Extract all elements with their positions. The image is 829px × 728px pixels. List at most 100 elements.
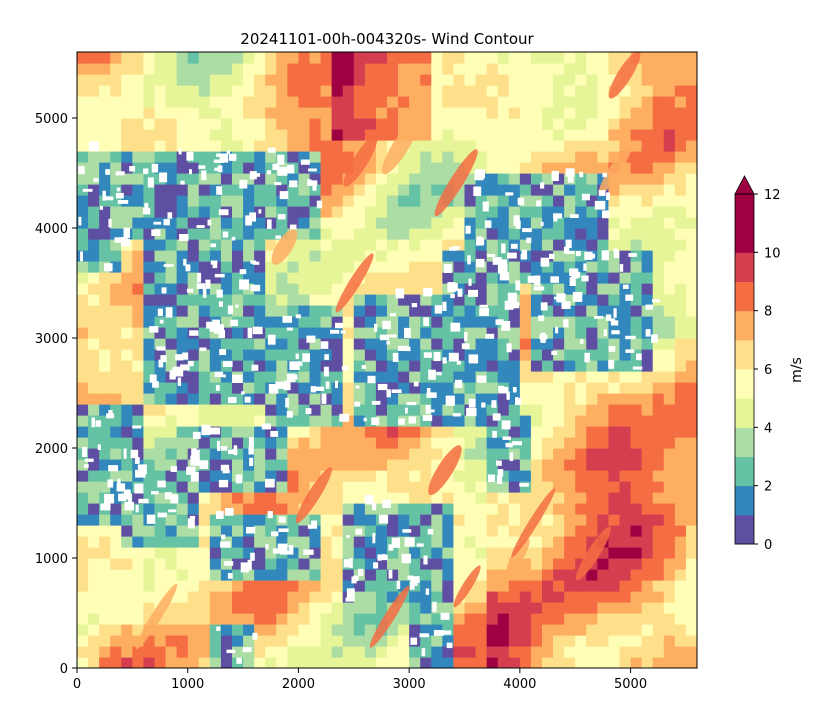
- contour-cell: [243, 96, 255, 108]
- contour-cell: [209, 459, 222, 471]
- building-footprint: [93, 178, 99, 182]
- contour-cell: [165, 162, 178, 174]
- contour-cell: [431, 63, 443, 75]
- contour-cell: [486, 613, 499, 625]
- contour-cell: [575, 459, 587, 471]
- contour-cell: [420, 525, 432, 537]
- contour-cell: [254, 613, 266, 625]
- contour-cell: [663, 547, 676, 559]
- contour-cell: [431, 250, 443, 262]
- contour-cell: [508, 63, 521, 75]
- contour-cell: [497, 206, 510, 218]
- contour-cell: [508, 107, 521, 119]
- contour-cell: [298, 525, 311, 537]
- contour-cell: [663, 250, 676, 262]
- contour-cell: [619, 349, 632, 361]
- contour-cell: [641, 283, 654, 295]
- contour-cell: [663, 525, 676, 537]
- contour-cell: [110, 569, 122, 581]
- contour-cell: [165, 635, 178, 647]
- contour-cell: [232, 52, 244, 64]
- contour-cell: [608, 657, 621, 668]
- contour-cell: [375, 613, 388, 625]
- contour-cell: [187, 646, 200, 658]
- contour-cell: [353, 206, 366, 218]
- contour-cell: [154, 261, 167, 273]
- building-footprint: [475, 258, 485, 268]
- contour-cell: [353, 228, 366, 240]
- contour-cell: [398, 228, 410, 240]
- high-speed-streak: [428, 445, 462, 496]
- building-footprint: [286, 373, 296, 383]
- contour-cell: [508, 305, 521, 317]
- contour-cell: [209, 613, 222, 625]
- contour-cell: [165, 602, 178, 614]
- colorbar-tick-label: 8: [764, 305, 772, 320]
- contour-cell: [542, 217, 554, 229]
- building-footprint: [501, 321, 511, 331]
- contour-cell: [663, 338, 676, 350]
- building-footprint: [496, 460, 502, 466]
- contour-cell: [586, 261, 598, 273]
- contour-cell: [519, 448, 532, 460]
- contour-cell: [375, 569, 388, 581]
- building-footprint: [190, 472, 199, 482]
- contour-cell: [630, 602, 643, 614]
- contour-cell: [143, 162, 156, 174]
- contour-cell: [132, 613, 145, 625]
- building-footprint: [239, 269, 247, 275]
- contour-cell: [209, 250, 222, 262]
- contour-cell: [176, 107, 189, 119]
- building-footprint: [222, 231, 229, 238]
- contour-cell: [276, 195, 288, 207]
- contour-cell: [176, 283, 189, 295]
- contour-cell: [88, 591, 100, 603]
- contour-cell: [398, 74, 410, 86]
- contour-cell: [652, 613, 665, 625]
- contour-cell: [77, 393, 89, 405]
- contour-cell: [353, 283, 366, 295]
- contour-cell: [597, 393, 610, 405]
- contour-cell: [553, 140, 565, 152]
- contour-cell: [143, 371, 156, 383]
- building-footprint: [442, 630, 452, 635]
- building-footprint: [475, 169, 485, 179]
- building-footprint: [410, 637, 418, 645]
- contour-cell: [464, 305, 477, 317]
- contour-cell: [674, 129, 687, 141]
- contour-cell: [442, 371, 455, 383]
- contour-cell: [254, 173, 266, 185]
- contour-cell: [542, 503, 554, 515]
- contour-cell: [353, 96, 366, 108]
- building-footprint: [567, 174, 574, 183]
- contour-cell: [619, 371, 632, 383]
- contour-cell: [342, 514, 355, 526]
- contour-cell: [298, 261, 311, 273]
- contour-cell: [331, 217, 344, 229]
- contour-cell: [187, 624, 200, 636]
- contour-cell: [542, 261, 554, 273]
- contour-cell: [187, 657, 200, 668]
- building-footprint: [496, 475, 503, 484]
- contour-cell: [132, 206, 145, 218]
- building-footprint: [108, 218, 112, 228]
- contour-cell: [143, 151, 156, 163]
- contour-cell: [586, 481, 598, 493]
- contour-cell: [353, 448, 366, 460]
- building-footprint: [425, 588, 430, 595]
- contour-cell: [154, 294, 167, 306]
- contour-cell: [630, 613, 643, 625]
- contour-cell: [486, 547, 499, 559]
- contour-cell: [254, 503, 266, 515]
- contour-cell: [674, 382, 687, 394]
- contour-cell: [99, 591, 111, 603]
- contour-cell: [619, 184, 632, 196]
- contour-cell: [298, 459, 311, 471]
- contour-cell: [298, 184, 311, 196]
- contour-cell: [685, 129, 697, 141]
- building-footprint: [134, 457, 140, 464]
- building-footprint: [152, 381, 159, 388]
- contour-cell: [575, 437, 587, 449]
- contour-cell: [254, 646, 266, 658]
- contour-cell: [121, 426, 133, 438]
